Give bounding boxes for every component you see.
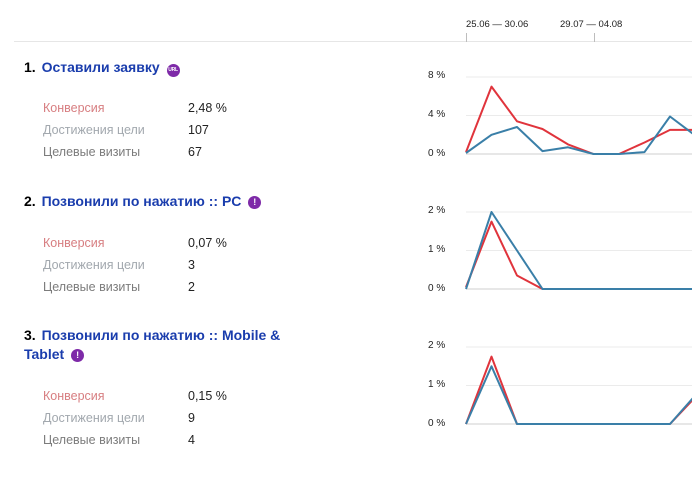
date-tick bbox=[594, 33, 595, 42]
goal-block: 1. Оставили заявку URL bbox=[24, 58, 324, 77]
url-icon: URL bbox=[166, 64, 180, 77]
conversion-label: Конверсия bbox=[43, 236, 105, 250]
date-range-label: 29.07 — 04.08 bbox=[560, 19, 623, 30]
series-line-1 bbox=[465, 220, 692, 290]
conversion-value: 2,48 % bbox=[188, 101, 227, 115]
series-line-2 bbox=[465, 365, 692, 425]
conversion-value: 0,15 % bbox=[188, 389, 227, 403]
conversion-chart: 2 % 1 % 0 % bbox=[420, 205, 692, 305]
achievements-label: Достижения цели bbox=[43, 123, 145, 137]
exclamation-icon: ! bbox=[248, 196, 262, 209]
y-tick-label: 4 % bbox=[428, 109, 446, 120]
achievements-value: 107 bbox=[188, 123, 209, 137]
goal-title: 2. Позвонили по нажатию :: PC ! bbox=[24, 192, 324, 211]
y-tick-label: 0 % bbox=[428, 283, 446, 294]
y-tick-label: 2 % bbox=[428, 340, 446, 351]
goal-block: 2. Позвонили по нажатию :: PC ! bbox=[24, 192, 324, 211]
goal-number: 3. bbox=[24, 327, 36, 343]
y-tick-label: 0 % bbox=[428, 418, 446, 429]
series-line-2 bbox=[465, 211, 692, 290]
y-tick-label: 2 % bbox=[428, 205, 446, 216]
series-line-2 bbox=[465, 115, 692, 155]
chart-plot bbox=[465, 211, 692, 290]
conversion-chart: 2 % 1 % 0 % bbox=[420, 340, 692, 440]
achievements-label: Достижения цели bbox=[43, 258, 145, 272]
goal-title: 1. Оставили заявку URL bbox=[24, 58, 324, 77]
timeline-rule bbox=[14, 41, 692, 42]
visits-label: Целевые визиты bbox=[43, 433, 141, 447]
goal-name-link[interactable]: Позвонили по нажатию :: Mobile & Tablet bbox=[24, 327, 281, 362]
y-tick-label: 1 % bbox=[428, 244, 446, 255]
date-range-label: 25.06 — 30.06 bbox=[466, 19, 529, 30]
y-tick-label: 8 % bbox=[428, 70, 446, 81]
achievements-value: 9 bbox=[188, 411, 195, 425]
visits-value: 4 bbox=[188, 433, 195, 447]
achievements-label: Достижения цели bbox=[43, 411, 145, 425]
y-tick-label: 0 % bbox=[428, 148, 446, 159]
series-line-1 bbox=[465, 355, 692, 425]
visits-value: 2 bbox=[188, 280, 195, 294]
goal-name-link[interactable]: Позвонили по нажатию :: PC bbox=[41, 193, 242, 209]
series-line-1 bbox=[465, 85, 692, 155]
conversion-label: Конверсия bbox=[43, 101, 105, 115]
exclamation-icon: ! bbox=[71, 349, 85, 362]
chart-plot bbox=[465, 76, 692, 155]
goal-number: 2. bbox=[24, 193, 36, 209]
goal-block: 3. Позвонили по нажатию :: Mobile & Tabl… bbox=[24, 326, 314, 364]
achievements-value: 3 bbox=[188, 258, 195, 272]
visits-value: 67 bbox=[188, 145, 202, 159]
y-tick-label: 1 % bbox=[428, 379, 446, 390]
goal-number: 1. bbox=[24, 59, 36, 75]
conversion-value: 0,07 % bbox=[188, 236, 227, 250]
goal-name-link[interactable]: Оставили заявку bbox=[41, 59, 160, 75]
visits-label: Целевые визиты bbox=[43, 145, 141, 159]
chart-plot bbox=[465, 346, 692, 425]
visits-label: Целевые визиты bbox=[43, 280, 141, 294]
conversion-label: Конверсия bbox=[43, 389, 105, 403]
goal-title: 3. Позвонили по нажатию :: Mobile & Tabl… bbox=[24, 326, 314, 364]
date-tick bbox=[466, 33, 467, 42]
conversion-chart: 8 % 4 % 0 % bbox=[420, 70, 692, 170]
